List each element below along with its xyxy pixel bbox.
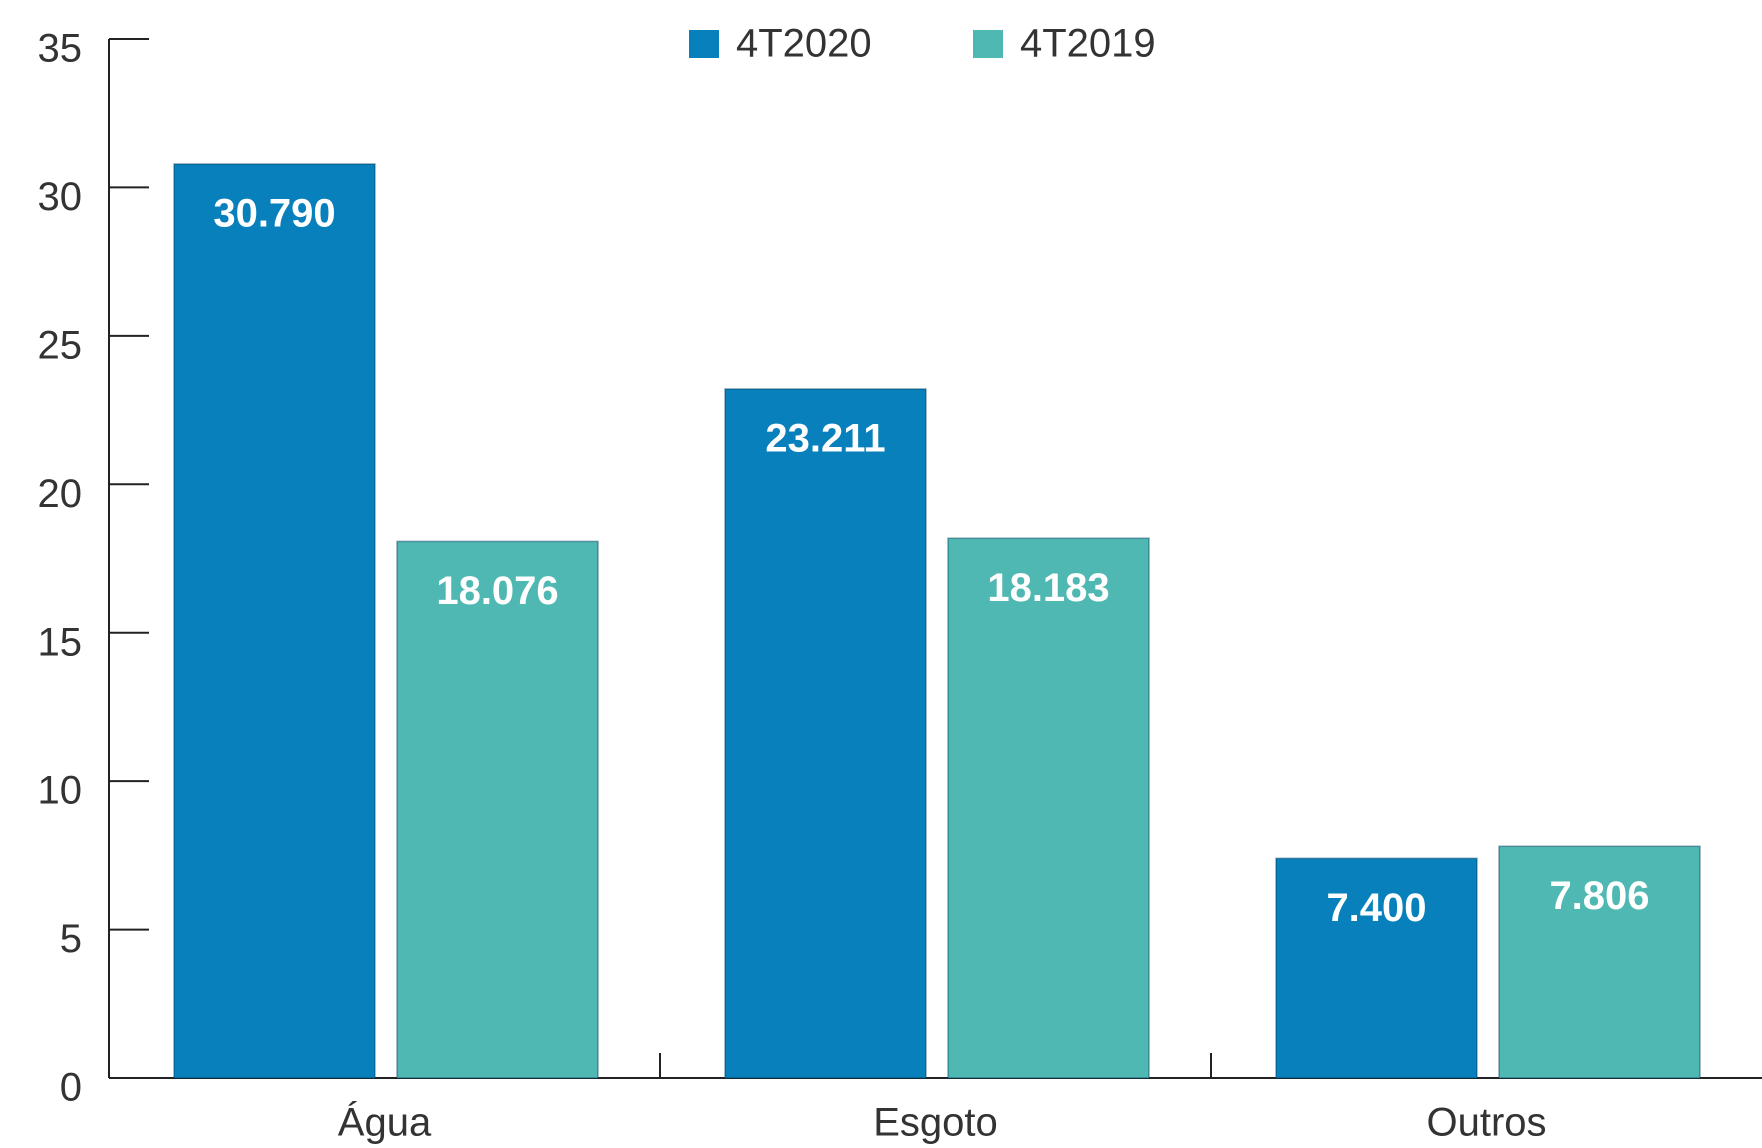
value-label: 7.806 <box>1549 874 1649 918</box>
y-tick-label: 35 <box>38 27 83 71</box>
legend-swatch <box>689 30 719 58</box>
y-tick-label: 5 <box>60 917 82 961</box>
legend-swatch <box>973 30 1003 58</box>
x-tick-label: Água <box>338 1100 432 1145</box>
y-tick-label: 20 <box>38 472 83 516</box>
bar <box>1498 845 1701 1079</box>
bar <box>947 537 1150 1079</box>
y-tick-label: 15 <box>38 620 83 664</box>
value-label: 18.183 <box>987 566 1109 610</box>
y-tick-label: 25 <box>38 323 83 367</box>
x-tick-label: Esgoto <box>873 1101 998 1145</box>
value-label: 23.211 <box>765 417 885 461</box>
x-tick-label: Outros <box>1426 1101 1546 1145</box>
value-label: 7.400 <box>1326 886 1426 930</box>
y-tick-label: 10 <box>38 769 83 813</box>
y-tick-label: 30 <box>38 175 83 219</box>
legend-label: 4T2020 <box>736 22 872 66</box>
y-tick-label: 0 <box>60 1066 82 1110</box>
bar <box>396 540 599 1079</box>
value-label: 30.790 <box>213 192 335 236</box>
bar <box>173 163 376 1079</box>
value-label: 18.076 <box>436 569 558 613</box>
bar <box>1275 857 1478 1079</box>
legend-label: 4T2019 <box>1020 22 1156 66</box>
bar <box>724 388 927 1079</box>
